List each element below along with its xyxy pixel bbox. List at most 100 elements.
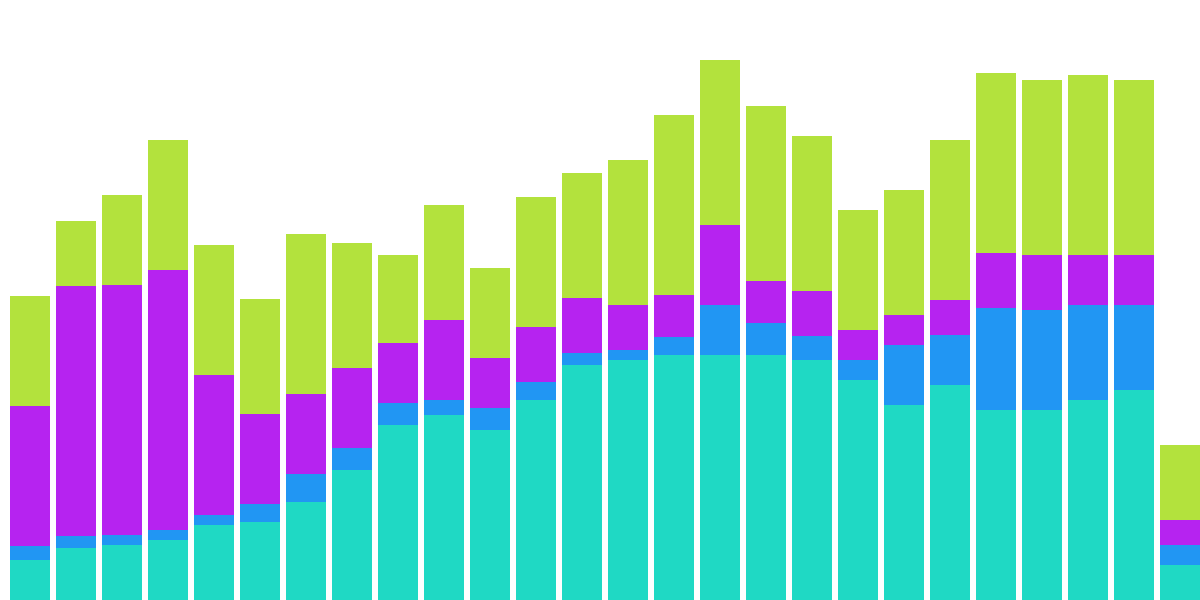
bar-segment-purple xyxy=(792,291,832,336)
bar-segment-teal xyxy=(700,355,740,600)
bar-segment-teal xyxy=(1022,410,1062,600)
bar-segment-purple xyxy=(562,298,602,353)
bar-segment-blue xyxy=(378,403,418,425)
bar-segment-green xyxy=(470,268,510,358)
bar-segment-teal xyxy=(930,385,970,600)
bar-segment-teal xyxy=(470,430,510,600)
bar-segment-teal xyxy=(976,410,1016,600)
bar-segment-blue xyxy=(56,536,96,548)
bar-segment-green xyxy=(148,140,188,270)
bar-segment-green xyxy=(884,190,924,315)
bar xyxy=(148,140,188,600)
bar-segment-purple xyxy=(884,315,924,345)
bar-segment-teal xyxy=(332,470,372,600)
bar-segment-teal xyxy=(1160,565,1200,600)
bar-segment-green xyxy=(332,243,372,368)
bar-segment-teal xyxy=(792,360,832,600)
bar-segment-teal xyxy=(424,415,464,600)
bar xyxy=(378,255,418,600)
bar-segment-teal xyxy=(884,405,924,600)
bar-segment-green xyxy=(516,197,556,327)
bar xyxy=(424,205,464,600)
bar-segment-teal xyxy=(56,548,96,600)
bar-segment-teal xyxy=(516,400,556,600)
bar-segment-blue xyxy=(424,400,464,415)
bar-segment-blue xyxy=(102,535,142,545)
bar-segment-green xyxy=(240,299,280,414)
bar-segment-blue xyxy=(608,350,648,360)
bar-segment-purple xyxy=(424,320,464,400)
bar xyxy=(930,140,970,600)
bar-segment-purple xyxy=(102,285,142,535)
bar xyxy=(1114,80,1154,600)
bar-segment-blue xyxy=(286,474,326,502)
bar-segment-blue xyxy=(562,353,602,365)
bar-segment-green xyxy=(654,115,694,295)
bar xyxy=(1068,75,1108,600)
bar-segment-blue xyxy=(148,530,188,540)
bar xyxy=(332,243,372,600)
bar-segment-blue xyxy=(746,323,786,355)
bar-segment-purple xyxy=(56,286,96,536)
bar xyxy=(608,160,648,600)
bar-segment-teal xyxy=(608,360,648,600)
bar-segment-green xyxy=(10,296,50,406)
bar-segment-blue xyxy=(930,335,970,385)
bar-segment-teal xyxy=(1114,390,1154,600)
bar-segment-teal xyxy=(286,502,326,600)
stacked-bar-chart xyxy=(0,0,1200,600)
bar-segment-purple xyxy=(976,253,1016,308)
bar-segment-purple xyxy=(608,305,648,350)
bar-segment-teal xyxy=(148,540,188,600)
bar-segment-green xyxy=(608,160,648,305)
bar-segment-green xyxy=(194,245,234,375)
bar-segment-green xyxy=(838,210,878,330)
bar-segment-blue xyxy=(792,336,832,360)
bar-segment-blue xyxy=(976,308,1016,410)
bar xyxy=(700,60,740,600)
bar-segment-green xyxy=(562,173,602,298)
bar-segment-teal xyxy=(10,560,50,600)
bar xyxy=(56,221,96,600)
bar xyxy=(240,299,280,600)
bar-segment-purple xyxy=(240,414,280,504)
bar-segment-purple xyxy=(10,406,50,546)
bar-segment-teal xyxy=(746,355,786,600)
bar-segment-teal xyxy=(378,425,418,600)
bar-segment-blue xyxy=(1114,305,1154,390)
bar-segment-purple xyxy=(286,394,326,474)
bar-segment-green xyxy=(1160,445,1200,520)
bar xyxy=(746,106,786,600)
bar xyxy=(562,173,602,600)
bar xyxy=(102,195,142,600)
bar-segment-teal xyxy=(562,365,602,600)
bar-segment-blue xyxy=(240,504,280,522)
bar-segment-teal xyxy=(240,522,280,600)
bar-segment-green xyxy=(56,221,96,286)
bar-segment-green xyxy=(378,255,418,343)
bar-segment-blue xyxy=(700,305,740,355)
bar xyxy=(1022,80,1062,600)
bar-segment-blue xyxy=(470,408,510,430)
bar-segment-green xyxy=(792,136,832,291)
bar-segment-purple xyxy=(1114,255,1154,305)
bar-segment-green xyxy=(746,106,786,281)
bar-segment-teal xyxy=(654,355,694,600)
bar xyxy=(838,210,878,600)
bar-segment-green xyxy=(424,205,464,320)
bar xyxy=(470,268,510,600)
bar-segment-purple xyxy=(746,281,786,323)
bar-segment-blue xyxy=(1068,305,1108,400)
bar-segment-purple xyxy=(700,225,740,305)
bar-segment-green xyxy=(1022,80,1062,255)
bar-segment-green xyxy=(286,234,326,394)
bar-segment-green xyxy=(930,140,970,300)
bar xyxy=(884,190,924,600)
bar-segment-purple xyxy=(1022,255,1062,310)
bar-segment-blue xyxy=(10,546,50,560)
bar xyxy=(10,296,50,600)
bar-segment-purple xyxy=(470,358,510,408)
bar-segment-purple xyxy=(194,375,234,515)
bar xyxy=(286,234,326,600)
bar-segment-green xyxy=(1114,80,1154,255)
